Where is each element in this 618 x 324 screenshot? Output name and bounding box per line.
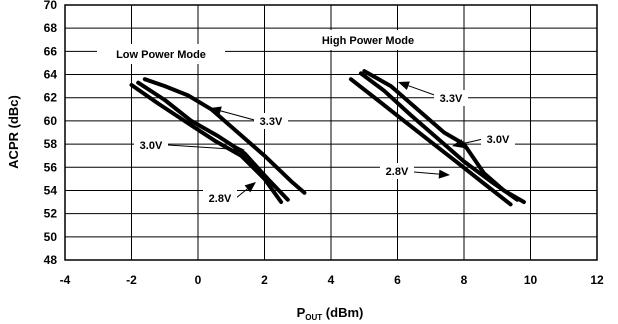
y-tick-label: 66 [44, 44, 58, 58]
low-2v8-arrow [235, 182, 256, 199]
high-2v8-arrow [413, 169, 450, 179]
x-axis-title: POUT (dBm) [297, 305, 364, 322]
low-2v8-label-box [203, 190, 237, 206]
y-tick-label: 58 [44, 137, 58, 151]
y-tick-label: 64 [44, 68, 58, 82]
y-tick-label: 62 [44, 91, 58, 105]
low-3v0-label: 3.0V [140, 140, 163, 152]
high-3v3-label-box [434, 90, 468, 106]
x-tick-label: 4 [328, 273, 335, 287]
low-3v0-arrow-head [233, 144, 245, 154]
y-tick-label: 70 [44, 0, 58, 12]
x-tick-label: 8 [461, 273, 468, 287]
series-line-low [129, 83, 284, 204]
annotations: Low Power Mode High Power Mode 3.3V 3.0V 2.8… [97, 30, 515, 206]
plot-frame [64, 4, 598, 261]
high-3v0-label-box [481, 131, 515, 147]
x-axis-title-unit: (dBm) [322, 305, 363, 320]
series-line-high [358, 71, 520, 202]
x-axis-title-subscript: OUT [305, 313, 322, 322]
high-2v8-label: 2.8V [386, 166, 409, 178]
high-2v8-label-box [380, 163, 414, 179]
low-3v3-label: 3.3V [260, 116, 283, 128]
high-3v0-arrow-head [452, 139, 464, 148]
low-power-mode-label-box [97, 44, 225, 64]
high-power-mode-label: High Power Mode [322, 35, 414, 47]
y-tick-label: 54 [44, 183, 58, 197]
high-3v3-label: 3.3V [440, 93, 463, 105]
series-line-low [142, 77, 307, 195]
x-tick-label: -2 [126, 273, 137, 287]
low-3v0-label-box [134, 137, 168, 153]
series-line-high [348, 77, 513, 207]
low-power-mode-label: Low Power Mode [116, 49, 206, 61]
high-power-mode-label-box [306, 30, 430, 50]
x-tick-label: 0 [195, 273, 202, 287]
low-2v8-arrow-head [244, 182, 256, 193]
high-3v3-arrow-head [398, 81, 410, 90]
low-3v0-arrow [167, 144, 245, 154]
x-tick-label: 6 [394, 273, 401, 287]
low-3v0-arrow-line [167, 144, 235, 150]
x-tick-label: 12 [590, 273, 604, 287]
low-2v8-label: 2.8V [209, 193, 232, 205]
y-tick-label: 60 [44, 114, 58, 128]
low-3v3-label-box [254, 113, 288, 129]
x-tick-label: 10 [524, 273, 538, 287]
curves [129, 69, 526, 207]
high-3v0-arrow [452, 138, 484, 148]
y-axis-title: ACPR (dBc) [6, 95, 21, 169]
y-tick-label: 56 [44, 160, 58, 174]
grid [64, 4, 598, 261]
high-3v0-label: 3.0V [487, 134, 510, 146]
y-tick-label: 50 [44, 230, 58, 244]
high-2v8-arrow-head [438, 169, 450, 179]
x-tick-label: -4 [60, 273, 71, 287]
low-3v3-arrow-head [210, 106, 222, 116]
series-line-low [136, 80, 290, 202]
low-3v3-arrow [210, 106, 259, 122]
x-tick-label: 2 [261, 273, 268, 287]
y-tick-label: 52 [44, 207, 58, 221]
y-tick-label: 68 [44, 21, 58, 35]
high-3v0-arrow-line [462, 138, 484, 145]
high-2v8-arrow-line [413, 171, 440, 175]
low-3v3-arrow-line [220, 110, 259, 122]
y-tick-label: 48 [44, 253, 58, 267]
low-2v8-arrow-line [235, 188, 248, 199]
x-axis-title-main: P [297, 305, 306, 320]
